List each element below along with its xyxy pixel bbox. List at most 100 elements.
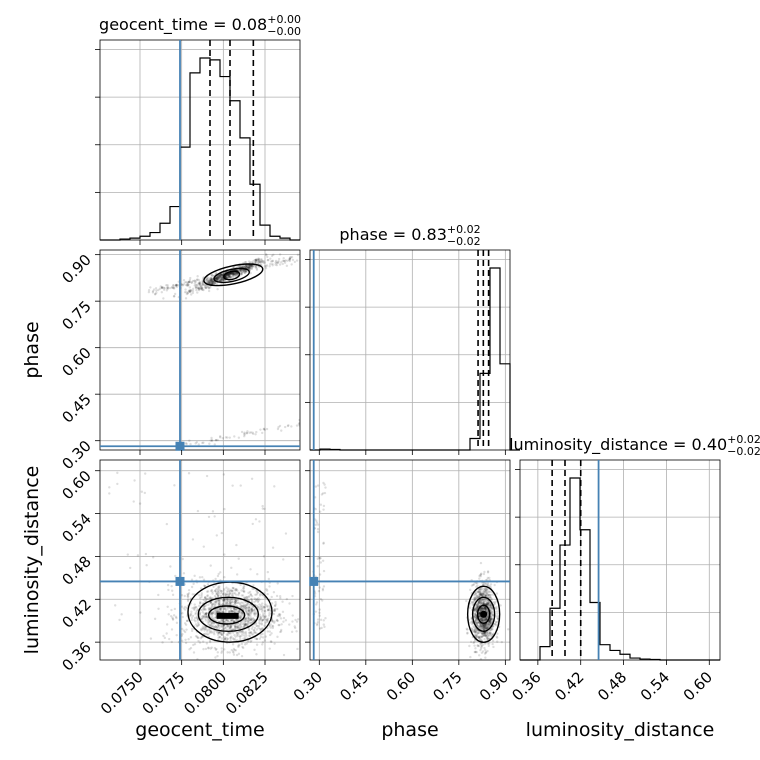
sample-point — [143, 491, 147, 495]
sample-point — [486, 636, 489, 640]
sample-point — [492, 645, 495, 649]
sample-point — [249, 264, 252, 268]
sample-point — [239, 624, 243, 628]
sample-point — [266, 605, 269, 608]
contour-inner — [476, 604, 491, 624]
sample-point — [230, 272, 233, 275]
sample-point — [233, 607, 236, 611]
sample-point — [190, 578, 194, 581]
sample-point — [481, 632, 484, 636]
sample-point — [478, 624, 482, 628]
sample-point — [229, 597, 233, 601]
sample-point — [239, 622, 243, 626]
sample-point — [182, 283, 186, 286]
sample-point — [227, 273, 231, 277]
sample-point — [203, 629, 206, 632]
sample-point — [484, 627, 487, 631]
sample-point — [226, 620, 230, 623]
title-lower: −0.02 — [447, 235, 481, 248]
sample-point — [475, 633, 478, 636]
sample-point — [239, 604, 243, 607]
sample-point — [255, 589, 258, 592]
sample-point — [224, 626, 228, 629]
sample-point — [237, 436, 241, 439]
sample-point — [240, 273, 243, 276]
sample-point — [186, 284, 190, 287]
sample-point — [214, 590, 218, 594]
sample-point — [228, 272, 232, 276]
sample-point — [209, 597, 213, 600]
sample-point — [217, 277, 220, 281]
sample-point — [194, 612, 197, 616]
sample-point — [493, 623, 497, 626]
sample-point — [483, 618, 487, 622]
sample-point — [479, 594, 482, 598]
sample-point — [244, 622, 248, 626]
sample-point — [189, 290, 192, 294]
sample-point — [473, 629, 476, 633]
sample-point — [477, 600, 480, 604]
sample-point — [250, 595, 254, 598]
sample-point — [479, 617, 482, 620]
sample-point — [214, 611, 217, 614]
sample-point — [273, 608, 277, 612]
sample-point — [250, 610, 253, 613]
sample-point — [277, 425, 280, 429]
sample-point — [489, 631, 492, 634]
sample-point — [207, 515, 211, 519]
sample-point — [196, 619, 199, 622]
sample-point — [205, 590, 209, 593]
sample-point — [269, 623, 272, 626]
sample-point — [185, 606, 189, 610]
sample-point — [229, 626, 232, 630]
sample-point — [480, 572, 483, 575]
sample-point — [244, 617, 248, 620]
sample-point — [211, 590, 214, 593]
sample-point — [484, 617, 488, 620]
sample-point — [242, 604, 245, 608]
sample-point — [296, 647, 299, 651]
sample-point — [291, 614, 294, 617]
sample-point — [476, 602, 480, 606]
sample-point — [229, 273, 232, 276]
sample-point — [196, 275, 199, 278]
sample-point — [172, 287, 176, 290]
sample-point — [238, 616, 242, 620]
sample-point — [171, 286, 174, 290]
sample-point — [246, 615, 250, 618]
sample-point — [195, 616, 199, 620]
sample-point — [220, 590, 223, 593]
sample-point — [246, 616, 250, 620]
sample-point — [484, 648, 487, 652]
sample-point — [211, 602, 214, 606]
sample-point — [226, 602, 229, 605]
sample-point — [218, 274, 222, 278]
sample-point — [477, 644, 481, 648]
sample-point — [474, 629, 477, 632]
sample-point — [220, 273, 224, 277]
sample-point — [289, 256, 292, 259]
sample-point — [257, 257, 261, 261]
sample-point — [206, 618, 210, 622]
sample-point — [268, 585, 271, 588]
sample-point — [221, 620, 224, 624]
sample-point — [277, 623, 280, 627]
sample-point — [479, 608, 482, 611]
sample-point — [224, 275, 227, 278]
sample-point — [189, 646, 193, 650]
sample-point — [205, 597, 209, 601]
sample-point — [173, 292, 177, 296]
sample-point — [493, 601, 496, 605]
sample-point — [247, 606, 251, 610]
sample-point — [216, 277, 219, 281]
sample-point — [481, 617, 484, 620]
sample-point — [220, 633, 223, 637]
sample-point — [200, 286, 204, 289]
sample-point — [238, 615, 241, 618]
sample-point — [217, 572, 220, 576]
sample-point — [481, 626, 485, 629]
sample-point — [232, 273, 235, 276]
sample-point — [222, 620, 225, 623]
sample-point — [480, 602, 483, 605]
sample-point — [170, 628, 174, 631]
